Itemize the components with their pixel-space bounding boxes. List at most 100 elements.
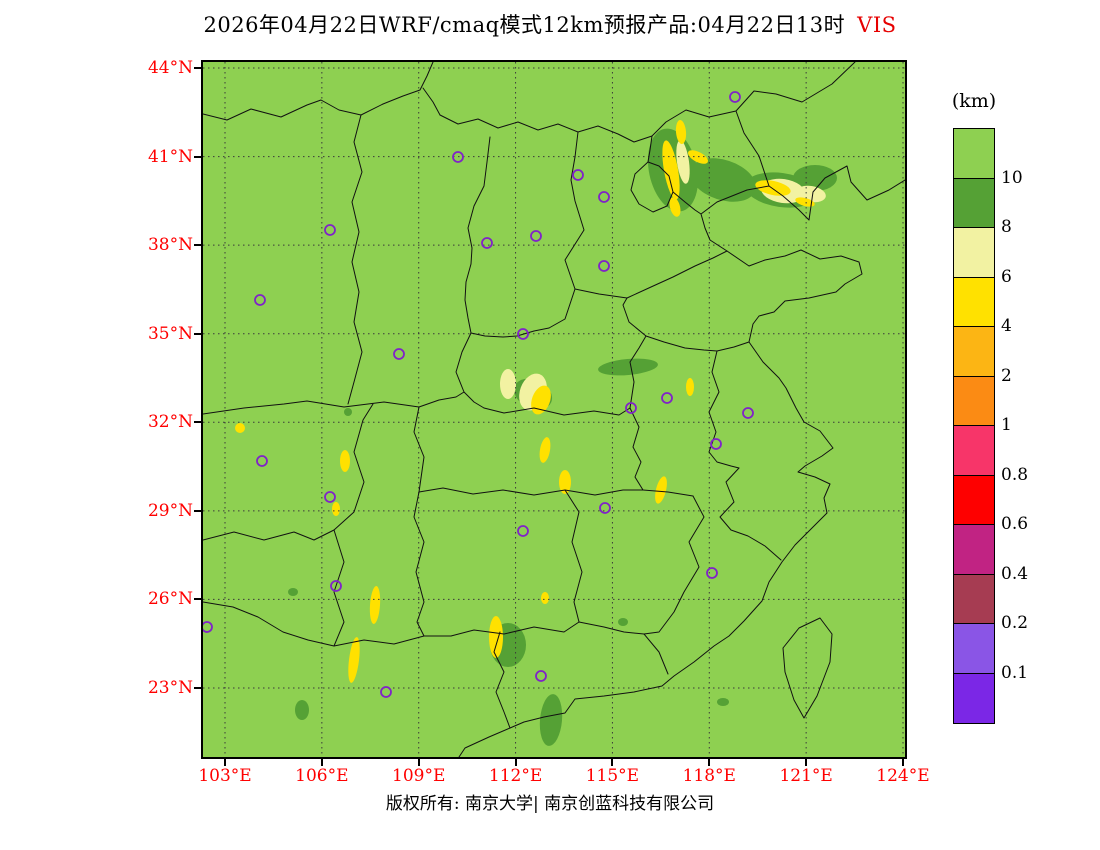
province-boundary [622,297,750,352]
station-marker [598,260,610,272]
province-boundaries [203,62,905,757]
vis-patch-yellow [669,197,681,217]
colorbar-tick-label: 0.1 [1001,662,1029,683]
colorbar-cell [954,475,994,525]
station-marker [742,407,754,419]
lat-label: 35°N [147,323,193,344]
station-marker [599,502,611,514]
province-boundary [450,621,669,675]
province-boundary [333,635,425,647]
lat-label: 38°N [147,235,193,256]
station-marker [535,670,547,682]
province-boundary [203,529,335,541]
province-boundary [203,62,434,121]
coastline [458,165,905,757]
province-boundary [464,136,550,338]
station-marker [530,230,542,242]
province-boundary [333,403,374,531]
station-marker [481,237,493,249]
station-marker [324,491,336,503]
province-boundary [629,407,644,491]
vis-patch-dark_green [618,618,628,626]
lat-tick-mark [194,332,201,335]
vis-patch-yellow [675,120,687,144]
vis-patch-dark_green [295,700,309,720]
latlon-grid [203,62,905,757]
station-marker [330,580,342,592]
station-marker [517,525,529,537]
lat-tick-mark [194,598,201,601]
lon-tick-mark [417,759,420,766]
province-boundary [548,131,585,329]
vis-patch-yellow [795,197,815,207]
station-marker [324,224,336,236]
station-marker [452,151,464,163]
lon-tick-mark [320,759,323,766]
lon-label: 124°E [876,766,930,786]
colorbar-cell [954,426,994,476]
station-marker [729,91,741,103]
vis-patch-dark_green [288,588,298,596]
colorbar-tick-label: 2 [1001,365,1012,386]
visibility-patches [235,120,837,746]
station-marker [254,294,266,306]
lat-tick-mark [194,686,201,689]
vis-patch-dark_green [598,358,658,376]
province-boundary [483,407,631,416]
colorbar-tick-label: 10 [1001,167,1023,188]
vis-patch-pale_yellow [676,140,690,184]
colorbar-cell [954,129,994,179]
colorbar-cell [954,574,994,624]
lon-tick-mark [224,759,226,766]
colorbar-tick-label: 0.6 [1001,514,1029,534]
vis-patch-yellow [662,140,680,200]
colorbar-cell [954,624,994,674]
station-marker [661,392,673,404]
lon-label: 118°E [682,766,736,786]
province-boundary [564,489,583,623]
lon-label: 106°E [295,766,349,786]
vis-patch-yellow [340,450,350,472]
lon-tick-mark [901,759,904,766]
vis-patch-yellow [655,476,667,504]
province-boundary [574,250,728,299]
lat-label: 32°N [147,412,193,433]
province-boundary [455,332,485,409]
vis-patch-yellow [235,423,245,433]
province-boundary [708,350,740,469]
colorbar-cell [954,673,994,723]
lat-label: 29°N [147,500,193,521]
province-boundary [630,161,674,213]
vis-patch-yellow [539,437,551,463]
colorbar-tick-label: 8 [1001,217,1012,237]
station-marker [710,438,722,450]
lon-label: 121°E [779,766,833,786]
vis-patch-yellow [541,592,549,604]
vis-patch-yellow [559,470,571,494]
lat-label: 44°N [147,58,193,78]
vis-patch-dark_green [690,158,756,202]
province-boundary [413,491,452,637]
colorbar-cell [954,228,994,278]
lon-label: 115°E [585,766,640,786]
station-marker [203,621,213,633]
station-marker [598,191,610,203]
station-marker [572,169,584,181]
lat-tick-mark [194,244,201,247]
vis-patch-yellow [332,502,340,516]
colorbar-tick-label: 0.2 [1001,613,1029,633]
lat-label: 23°N [147,677,193,698]
province-boundary [422,87,441,116]
colorbar-cell [954,327,994,377]
province-boundary [418,487,694,497]
vis-patch-yellow [531,385,551,415]
colorbar-cell [954,376,994,426]
vis-patch-yellow [686,378,694,396]
vis-patch-yellow [348,637,360,683]
lat-tick-mark [194,421,201,424]
colorbar-cell [954,525,994,575]
station-markers [203,91,754,698]
lat-label: 26°N [147,589,193,610]
province-boundary [413,406,425,493]
taiwan-island-outline [782,617,833,719]
